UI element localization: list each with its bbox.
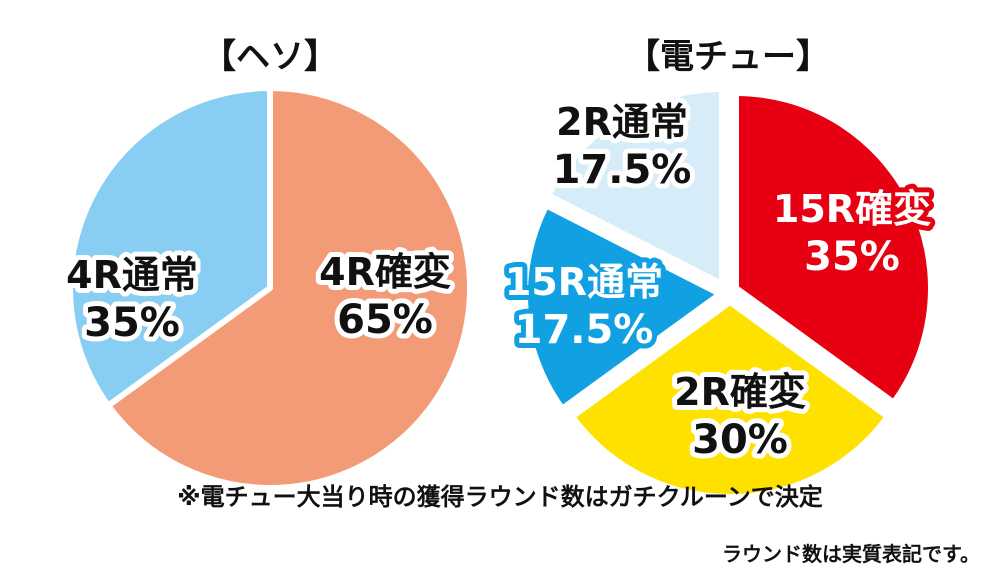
slice-label-1-0: 15R確変 35% bbox=[773, 187, 931, 280]
pie-slice-1-2 bbox=[522, 202, 723, 412]
chart-title-heso: 【ヘソ】 bbox=[202, 37, 338, 77]
slice-label-pct-1-3: 17.5% bbox=[553, 147, 692, 193]
slice-label-name-1-3: 2R通常 bbox=[556, 100, 688, 144]
pie-slice-1-0 bbox=[733, 90, 934, 406]
slice-label-1-1: 2R確変 30% bbox=[674, 370, 806, 463]
note-sub: ラウンド数は実質表記です。 bbox=[722, 542, 980, 566]
pie-chart-heso: 4R確変 65% 4R通常 35% bbox=[61, 85, 473, 491]
pie-slice-1-3 bbox=[545, 86, 725, 287]
slice-label-pct-1-1: 30% bbox=[692, 417, 788, 463]
slice-label-pct-1-2: 17.5% bbox=[515, 307, 654, 353]
slice-label-name-0-1: 4R通常 bbox=[66, 253, 198, 297]
slice-label-name-1-2: 15R通常 bbox=[505, 260, 663, 304]
slice-label-0-1: 4R通常 35% bbox=[66, 253, 198, 346]
slice-label-pct-0-1: 35% bbox=[84, 300, 180, 346]
slice-label-name-1-0: 15R確変 bbox=[773, 187, 931, 231]
pie-slice-0-0 bbox=[105, 85, 473, 491]
pie-slice-0-1 bbox=[67, 85, 273, 409]
slice-label-name-0-0: 4R確変 bbox=[319, 250, 451, 294]
slice-label-pct-1-0: 35% bbox=[804, 234, 900, 280]
pie-chart-denchu: 15R確変 35%2R確変 30%15R通常 17.5%2R通常 17.5% bbox=[500, 86, 936, 500]
slice-label-name-1-1: 2R確変 bbox=[674, 370, 806, 414]
chart-title-denchu: 【電チュー】 bbox=[626, 37, 830, 77]
slice-label-pct-0-0: 65% bbox=[337, 297, 433, 343]
pie-slice-1-1 bbox=[569, 299, 891, 500]
slice-label-1-2: 15R通常 17.5% bbox=[505, 260, 663, 353]
note-main: ※電チュー大当り時の獲得ラウンド数はガチクルーンで決定 bbox=[177, 483, 822, 511]
slice-label-0-0: 4R確変 65% bbox=[319, 250, 451, 343]
slice-label-1-3: 2R通常 17.5% bbox=[553, 100, 692, 193]
